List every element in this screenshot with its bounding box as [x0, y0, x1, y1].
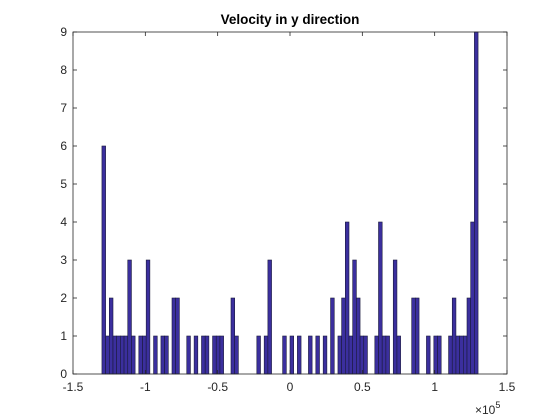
histogram-bar-17 [164, 335, 169, 375]
y-tick-label: 5 [60, 177, 67, 191]
histogram-bar-68 [352, 259, 357, 375]
y-tick-label: 6 [60, 139, 67, 153]
histogram-bar-101 [474, 31, 479, 375]
histogram-bar-77 [385, 335, 390, 375]
y-tick-label: 1 [60, 329, 67, 343]
histogram-bar-23 [186, 335, 191, 375]
histogram-bar-56 [308, 335, 313, 375]
histogram-bar-95 [451, 297, 457, 375]
histogram-bar-12 [145, 259, 151, 375]
histogram-bar-27 [201, 335, 206, 375]
histogram-bar-20 [175, 297, 180, 375]
y-tick-label: 4 [60, 215, 67, 229]
y-tick-label: 8 [60, 63, 67, 77]
histogram-bar-49 [282, 335, 287, 375]
histogram-bar-84 [411, 297, 416, 375]
histogram-bar-71 [363, 335, 368, 375]
histogram-bar-2 [109, 297, 114, 375]
histogram-bar-28 [204, 335, 210, 375]
histogram-bar-10 [138, 335, 143, 375]
y-tick-label: 3 [60, 253, 67, 267]
histogram-bar-58 [315, 335, 320, 375]
histogram-bar-91 [437, 335, 442, 375]
histogram-bar-79 [392, 259, 398, 375]
x-tick-label: 1.5 [499, 380, 516, 394]
y-tick-label: 9 [60, 25, 67, 39]
histogram-bar-90 [433, 335, 438, 375]
x-tick-label: 1 [431, 380, 438, 394]
histogram-bar-30 [212, 335, 217, 375]
y-tick-label: 0 [60, 367, 67, 381]
x-axis-exponent-power: 5 [495, 400, 500, 410]
x-tick-label: -1.5 [63, 380, 84, 394]
histogram-bar-53 [297, 335, 302, 375]
x-tick-label: 0.5 [354, 380, 371, 394]
histogram-bar-1 [105, 335, 110, 375]
histogram-bar-8 [131, 335, 136, 375]
histogram-bar-70 [359, 335, 365, 375]
histogram-bar-85 [415, 297, 420, 375]
y-tick-label: 7 [60, 101, 67, 115]
histogram-bar-65 [341, 297, 346, 375]
histogram-bar-94 [448, 335, 453, 375]
histogram-bar-5 [120, 335, 125, 375]
histogram-bar-51 [289, 335, 294, 375]
x-tick-label: -0.5 [207, 380, 228, 394]
histogram-bar-14 [153, 335, 158, 375]
histogram-bar-6 [123, 335, 129, 375]
histogram-bar-76 [381, 335, 387, 375]
x-axis-exponent-label: ×105 [475, 400, 500, 417]
histogram-bar-98 [463, 335, 468, 375]
histogram-bar-16 [160, 335, 165, 375]
histogram-bar-99 [466, 297, 471, 375]
histogram-bar-80 [396, 335, 401, 375]
histogram-bar-35 [230, 297, 235, 375]
histogram-bar-67 [348, 335, 353, 375]
histogram-bar-62 [330, 297, 335, 375]
histogram-bar-11 [142, 335, 147, 375]
histogram-bar-25 [193, 335, 199, 375]
histogram-bar-96 [455, 335, 460, 375]
histogram-bar-19 [171, 297, 176, 375]
x-axis-ticks: -1.5 -1 -0.5 0 0.5 1 1.5 [63, 32, 516, 394]
y-axis-ticks: 0 1 2 3 4 5 6 7 8 9 [60, 25, 507, 381]
histogram-bar-7 [127, 259, 132, 375]
histogram-bar-74 [374, 335, 379, 375]
axes-background [73, 32, 507, 374]
histogram-bar-36 [234, 335, 239, 375]
histogram-bar-100 [470, 221, 475, 375]
histogram-bar-97 [459, 335, 464, 375]
histogram-bar-64 [337, 335, 342, 375]
x-tick-label: -1 [140, 380, 151, 394]
histogram-bar-60 [322, 335, 328, 375]
histogram-bar-69 [356, 297, 361, 375]
histogram-bar-3 [112, 335, 117, 375]
x-tick-label: 0 [287, 380, 294, 394]
histogram-bar-45 [267, 259, 272, 375]
histogram-bar-75 [378, 221, 383, 375]
y-tick-label: 2 [60, 291, 67, 305]
histogram-bar-31 [215, 335, 221, 375]
histogram-bar-0 [101, 145, 106, 375]
histogram-bar-44 [263, 335, 269, 375]
histogram-bar-32 [219, 335, 224, 375]
histogram-bar-88 [426, 335, 431, 375]
chart-title: Velocity in y direction [221, 12, 360, 27]
histogram-bar-4 [116, 335, 121, 375]
histogram-bar-66 [345, 221, 350, 375]
histogram-bar-42 [256, 335, 261, 375]
x-axis-exponent-base: ×10 [475, 403, 496, 417]
